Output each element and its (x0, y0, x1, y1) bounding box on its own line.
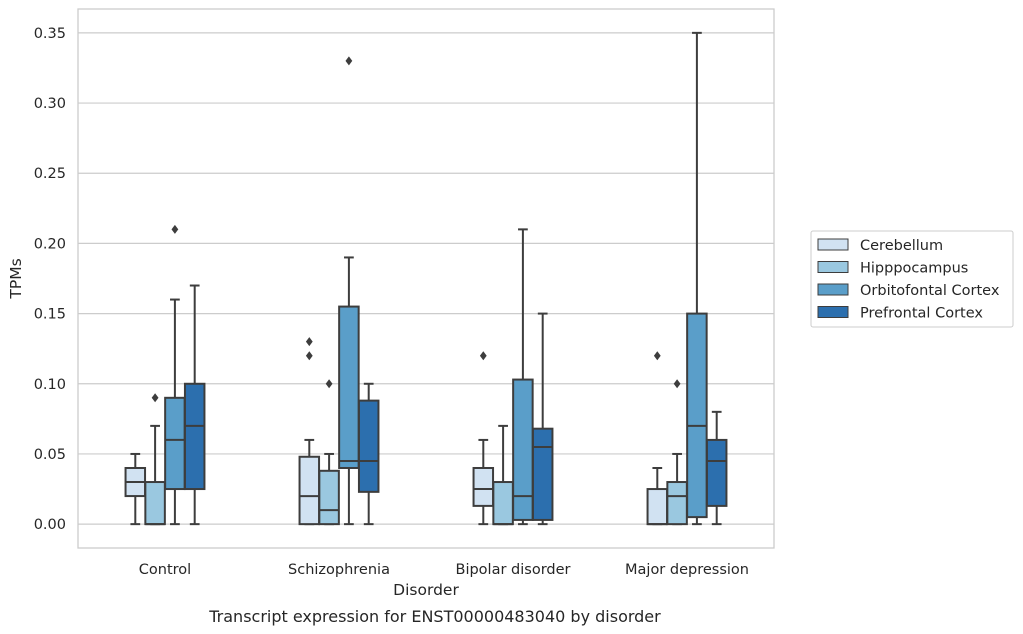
outlier-marker (673, 379, 681, 389)
y-tick-label: 0.25 (34, 166, 66, 182)
box-2-0 (472, 351, 495, 526)
outlier-marker (325, 379, 333, 389)
chart-caption: Transcript expression for ENST0000048304… (208, 607, 661, 626)
y-tick-label: 0.15 (34, 307, 66, 323)
outlier-marker (151, 393, 159, 403)
box-0-3 (183, 284, 206, 526)
box-1-1 (318, 379, 340, 526)
outlier-marker (653, 351, 661, 361)
box-0-2 (164, 224, 186, 526)
plot-frame (77, 8, 775, 549)
box-series (124, 31, 728, 526)
y-tick-label: 0.35 (34, 26, 66, 42)
x-tick-labels: Control Schizophrenia Bipolar disorder Majo… (139, 562, 749, 578)
box-iqr (492, 481, 514, 526)
box-2-3 (531, 312, 554, 526)
box-3-0 (646, 351, 669, 526)
box-3-3 (705, 410, 728, 526)
legend-label: Orbitofontal Cortex (860, 283, 1000, 299)
y-tick-label: 0.05 (34, 447, 66, 463)
box-3-2 (686, 31, 708, 526)
box-iqr (357, 399, 380, 493)
x-tick-label: Schizophrenia (288, 562, 390, 578)
legend-swatch (817, 283, 849, 296)
legend-label: Cerebellum (860, 238, 943, 254)
box-0-1 (144, 393, 166, 526)
legend-swatch (817, 306, 849, 318)
box-iqr (512, 378, 534, 521)
box-iqr (531, 427, 554, 521)
box-iqr (318, 469, 340, 526)
x-tick-label: Bipolar disorder (456, 562, 571, 578)
box-iqr (298, 455, 321, 526)
y-tick-label: 0.10 (34, 377, 66, 393)
box-2-1 (492, 424, 514, 526)
x-axis-label: Disorder (393, 581, 459, 599)
box-iqr (164, 396, 186, 491)
x-tick-label: Major depression (625, 562, 749, 578)
box-iqr (686, 312, 708, 519)
legend: Cerebellum Hipppocampus Orbitofontal Corte… (810, 230, 1014, 328)
x-tick-label: Control (139, 562, 191, 578)
legend-swatch (817, 238, 849, 251)
box-iqr (646, 488, 669, 526)
y-tick-labels: 0.00 0.05 0.10 0.15 0.20 0.25 0.30 0.35 (34, 26, 66, 533)
box-0-0 (124, 452, 147, 526)
outlier-marker (305, 337, 313, 347)
outlier-marker (305, 351, 313, 361)
legend-label: Prefrontal Cortex (860, 306, 983, 322)
y-axis-label: TPMs (7, 258, 25, 299)
legend-label: Hipppocampus (860, 261, 968, 277)
y-tick-label: 0.20 (34, 236, 66, 252)
y-tick-label: 0.30 (34, 96, 66, 112)
box-3-1 (666, 379, 688, 526)
outlier-marker (345, 56, 353, 66)
box-iqr (705, 438, 728, 507)
legend-frame (810, 230, 1014, 328)
box-iqr (666, 481, 688, 526)
legend-swatch (817, 261, 849, 273)
y-tick-label: 0.00 (34, 517, 66, 533)
box-iqr (183, 382, 206, 491)
box-1-2 (338, 56, 360, 526)
outlier-marker (479, 351, 487, 361)
box-1-3 (357, 382, 380, 526)
box-iqr (472, 466, 495, 507)
box-iqr (144, 481, 166, 526)
box-iqr (338, 305, 360, 469)
outlier-marker (171, 224, 179, 234)
